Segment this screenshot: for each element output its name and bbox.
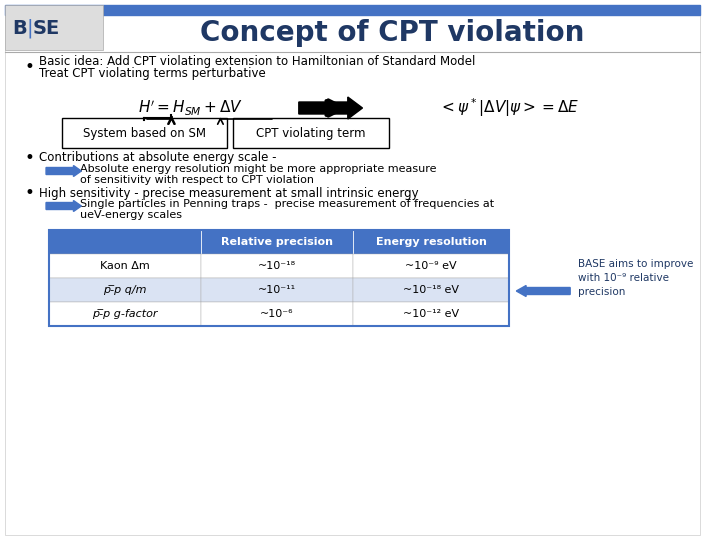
- Bar: [353, 278, 510, 302]
- Bar: [49, 302, 201, 326]
- Text: |: |: [27, 18, 33, 38]
- Text: B: B: [13, 18, 27, 37]
- Text: Basic idea: Add CPT violating extension to Hamiltonian of Standard Model: Basic idea: Add CPT violating extension …: [39, 56, 476, 69]
- Text: SE: SE: [32, 18, 60, 37]
- Text: $<\psi^*|\Delta V|\psi> = \Delta E$: $<\psi^*|\Delta V|\psi> = \Delta E$: [439, 97, 580, 119]
- Bar: [201, 254, 353, 278]
- Text: p-̅p q/m: p-̅p q/m: [103, 285, 147, 295]
- Text: System based on SM: System based on SM: [83, 126, 205, 139]
- Bar: [201, 230, 353, 254]
- Text: Contributions at absolute energy scale -: Contributions at absolute energy scale -: [39, 152, 276, 165]
- Text: BASE aims to improve
with 10⁻⁹ relative
precision: BASE aims to improve with 10⁻⁹ relative …: [578, 259, 693, 297]
- Bar: [5, 5, 701, 15]
- Bar: [49, 278, 201, 302]
- Bar: [201, 278, 353, 302]
- Bar: [353, 254, 510, 278]
- Bar: [5, 5, 103, 50]
- Text: CPT violating term: CPT violating term: [256, 126, 365, 139]
- Text: Kaon Δm: Kaon Δm: [100, 261, 150, 271]
- Text: High sensitivity - precise measurement at small intrinsic energy: High sensitivity - precise measurement a…: [39, 186, 419, 199]
- FancyBboxPatch shape: [233, 118, 389, 148]
- FancyBboxPatch shape: [5, 5, 701, 535]
- FancyBboxPatch shape: [62, 118, 228, 148]
- Bar: [49, 230, 201, 254]
- Bar: [49, 254, 201, 278]
- FancyArrow shape: [299, 97, 362, 119]
- Text: Concept of CPT violation: Concept of CPT violation: [199, 19, 584, 47]
- Text: •: •: [24, 184, 35, 202]
- Text: Absolute energy resolution might be more appropriate measure: Absolute energy resolution might be more…: [81, 164, 437, 174]
- Text: ~10⁻⁶: ~10⁻⁶: [260, 309, 294, 319]
- Text: •: •: [24, 149, 35, 167]
- Text: Relative precision: Relative precision: [221, 237, 333, 247]
- Bar: [201, 302, 353, 326]
- Text: Energy resolution: Energy resolution: [376, 237, 487, 247]
- Text: ~10⁻¹⁸ eV: ~10⁻¹⁸ eV: [403, 285, 459, 295]
- Text: ~10⁻¹¹: ~10⁻¹¹: [258, 285, 296, 295]
- Text: p-̅p g-factor: p-̅p g-factor: [92, 309, 158, 319]
- Text: Single particles in Penning traps -  precise measurement of frequencies at: Single particles in Penning traps - prec…: [81, 199, 495, 209]
- Text: Treat CPT violating terms perturbative: Treat CPT violating terms perturbative: [39, 68, 266, 80]
- Text: ~10⁻⁹ eV: ~10⁻⁹ eV: [405, 261, 457, 271]
- Text: ueV-energy scales: ueV-energy scales: [81, 210, 182, 220]
- FancyArrow shape: [516, 286, 570, 296]
- Text: ~10⁻¹² eV: ~10⁻¹² eV: [403, 309, 459, 319]
- Bar: [49, 230, 510, 326]
- FancyArrow shape: [46, 165, 81, 177]
- Text: $H' = H_{SM} + \Delta V$: $H' = H_{SM} + \Delta V$: [138, 98, 243, 118]
- Bar: [353, 302, 510, 326]
- Text: •: •: [24, 58, 35, 76]
- Text: of sensitivity with respect to CPT violation: of sensitivity with respect to CPT viola…: [81, 175, 315, 185]
- FancyArrow shape: [46, 200, 81, 212]
- Bar: [353, 230, 510, 254]
- Text: ~10⁻¹⁸: ~10⁻¹⁸: [258, 261, 296, 271]
